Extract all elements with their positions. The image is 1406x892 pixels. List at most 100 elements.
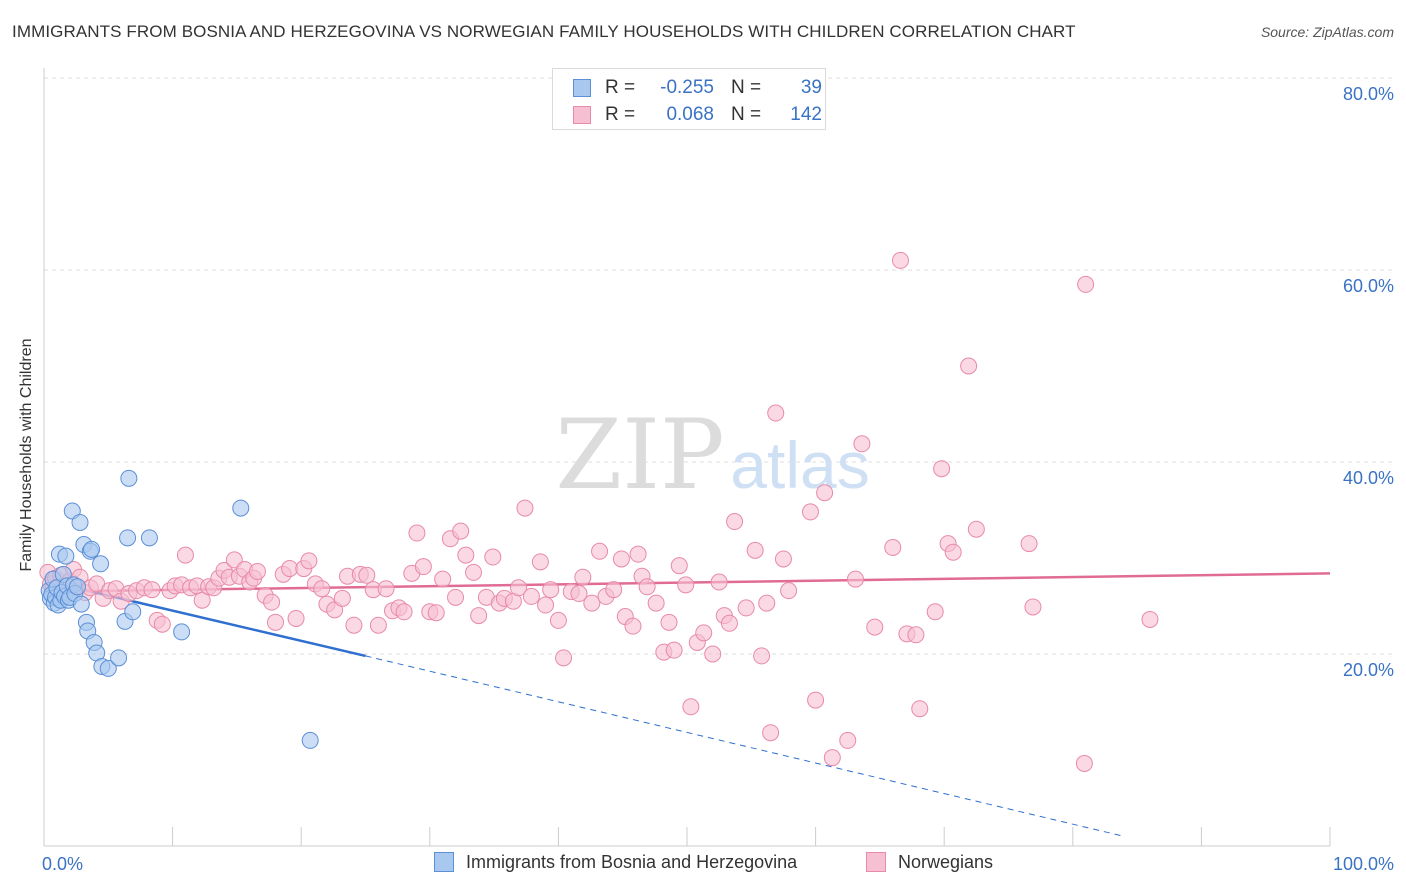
norwegians-point — [682, 698, 700, 716]
bosnia-point — [119, 529, 137, 547]
norwegians-point — [266, 613, 284, 631]
norwegians-point — [647, 594, 665, 612]
norwegians-point — [176, 546, 194, 564]
norwegians-point — [377, 580, 395, 598]
norwegians-point — [605, 581, 623, 599]
chart-source: Source: ZipAtlas.com — [1260, 24, 1394, 40]
norwegians-point — [758, 594, 776, 612]
norwegians-point — [537, 596, 555, 614]
n-value: 142 — [790, 104, 822, 125]
norwegians-point — [570, 585, 588, 603]
x-tick-label-min: 0.0% — [42, 854, 84, 874]
y-tick-label: 60.0% — [1342, 276, 1394, 296]
bosnia-trend-extension — [365, 655, 1125, 837]
y-tick-label: 20.0% — [1342, 660, 1394, 680]
norwegians-point — [780, 582, 798, 600]
norwegians-point — [447, 588, 465, 606]
bosnia-point — [72, 595, 90, 613]
norwegians-point — [746, 541, 764, 559]
bosnia-point — [120, 469, 138, 487]
stats-legend: R = -0.255 N = 39 R = 0.068 N = 142 — [552, 68, 826, 130]
norwegians-point — [823, 749, 841, 767]
norwegians-point — [967, 520, 985, 538]
norwegians-legend-swatch — [866, 852, 886, 872]
norwegians-point — [767, 404, 785, 422]
watermark-zip: ZIP — [555, 399, 724, 511]
norwegians-point — [933, 460, 951, 478]
n-label: N = — [731, 77, 762, 98]
norwegians-point — [465, 563, 483, 581]
norwegians-point — [300, 552, 318, 570]
norwegians-point — [839, 731, 857, 749]
norwegians-point — [907, 626, 925, 644]
norwegians-point — [143, 581, 161, 599]
norwegians-point — [1077, 275, 1095, 293]
norwegians-point — [369, 616, 387, 634]
norwegians-point — [807, 691, 825, 709]
y-axis-label: Family Households with Children — [18, 338, 35, 572]
norwegians-swatch — [573, 106, 591, 124]
watermark-atlas: atlas — [730, 428, 869, 502]
norwegians-point — [542, 581, 560, 599]
norwegians-point — [774, 550, 792, 568]
r-label: R = — [605, 104, 636, 125]
norwegians-point — [574, 568, 592, 586]
legend-item-bosnia[interactable]: Immigrants from Bosnia and Herzegovina — [434, 852, 797, 873]
norwegians-point — [737, 599, 755, 617]
norwegians-point — [333, 589, 351, 607]
norwegians-point — [801, 503, 819, 521]
r-value: 0.068 — [666, 104, 714, 125]
bosnia-legend-label: Immigrants from Bosnia and Herzegovina — [466, 852, 798, 872]
bosnia-points — [40, 469, 319, 749]
norwegians-point — [884, 538, 902, 556]
norwegians-point — [313, 580, 331, 598]
norwegians-point — [395, 603, 413, 621]
norwegians-point — [753, 647, 771, 665]
norwegians-point — [695, 624, 713, 642]
norwegians-point — [583, 594, 601, 612]
watermark: ZIP atlas — [555, 399, 869, 511]
bosnia-point — [83, 540, 101, 558]
bosnia-point — [68, 578, 86, 596]
bosnia-point — [57, 547, 75, 565]
bosnia-point — [140, 529, 158, 547]
bosnia-point — [110, 649, 128, 667]
norwegians-point — [153, 615, 171, 633]
n-label: N = — [731, 104, 762, 125]
norwegians-point — [1075, 754, 1093, 772]
norwegians-point — [510, 579, 528, 597]
norwegians-point — [484, 548, 502, 566]
r-value: -0.255 — [660, 77, 714, 98]
norwegians-point — [1020, 535, 1038, 553]
bosnia-point — [124, 603, 142, 621]
norwegians-point — [358, 566, 376, 584]
norwegians-point — [470, 607, 488, 625]
bosnia-point — [173, 623, 191, 641]
x-tick-label-max: 100.0% — [1332, 854, 1394, 874]
y-tick-label: 80.0% — [1342, 84, 1394, 104]
norwegians-point — [866, 618, 884, 636]
norwegians-point — [853, 435, 871, 453]
norwegians-points — [39, 251, 1159, 772]
norwegians-point — [944, 543, 962, 561]
norwegians-point — [1024, 598, 1042, 616]
y-tick-label: 40.0% — [1342, 468, 1394, 488]
norwegians-point — [726, 513, 744, 531]
norwegians-point — [287, 609, 305, 627]
norwegians-point — [710, 573, 728, 591]
norwegians-point — [624, 617, 642, 635]
norwegians-point — [248, 562, 266, 580]
legend-item-norwegians[interactable]: Norwegians — [866, 852, 993, 873]
bosnia-swatch — [573, 79, 591, 97]
norwegians-point — [522, 587, 540, 605]
norwegians-point — [846, 570, 864, 588]
norwegians-point — [516, 499, 534, 517]
bosnia-point — [99, 659, 117, 677]
norwegians-point — [926, 603, 944, 621]
norwegians-point — [704, 645, 722, 663]
axes — [43, 68, 1331, 847]
norwegians-point — [612, 550, 630, 568]
n-value: 39 — [800, 77, 822, 98]
norwegians-point — [891, 251, 909, 269]
